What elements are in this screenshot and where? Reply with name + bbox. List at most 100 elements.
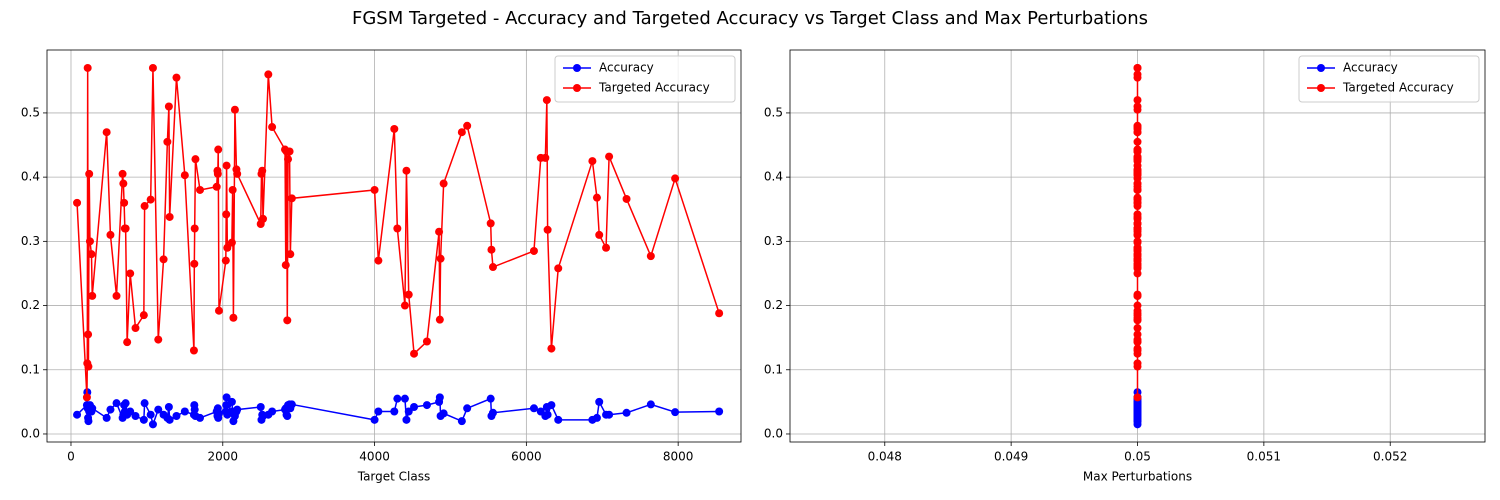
legend: Accuracy Targeted Accuracy — [554, 55, 736, 103]
data-point — [286, 250, 295, 259]
data-point — [370, 415, 379, 424]
data-point — [554, 264, 563, 273]
data-point — [1133, 202, 1142, 211]
data-point — [190, 405, 199, 414]
data-point — [164, 403, 173, 412]
data-point — [463, 404, 472, 413]
data-point — [1133, 174, 1142, 183]
data-point — [1133, 324, 1142, 333]
data-point — [102, 128, 111, 137]
data-point — [602, 243, 611, 252]
data-point — [233, 405, 242, 414]
legend: Accuracy Targeted Accuracy — [1298, 55, 1480, 103]
data-point — [118, 169, 127, 178]
x-tick-label: 0 — [67, 450, 75, 464]
data-point — [85, 169, 94, 178]
data-point — [148, 420, 157, 429]
data-point — [228, 185, 237, 194]
y-tick-label: 0.5 — [764, 105, 783, 119]
data-point — [1133, 185, 1142, 194]
data-point — [439, 179, 448, 188]
data-point — [1133, 128, 1142, 137]
legend-box — [1298, 55, 1480, 103]
data-point — [439, 409, 448, 418]
data-point — [1133, 264, 1142, 273]
y-tick-label: 0.3 — [21, 234, 40, 248]
data-point — [435, 393, 444, 402]
data-point — [287, 194, 296, 203]
data-point — [554, 415, 563, 424]
data-point — [436, 254, 445, 263]
y-tick-label: 0.2 — [764, 298, 783, 312]
data-point — [646, 252, 655, 261]
data-point — [488, 408, 497, 417]
data-point — [159, 255, 168, 264]
data-point — [715, 407, 724, 416]
data-point — [165, 415, 174, 424]
data-point — [374, 407, 383, 416]
data-point — [196, 413, 205, 422]
data-point — [435, 315, 444, 324]
data-point — [214, 306, 223, 315]
data-point — [227, 238, 236, 247]
data-point — [715, 309, 724, 318]
x-tick-label: 0.048 — [868, 450, 902, 464]
y-tick-label: 0.2 — [21, 298, 40, 312]
data-point — [131, 324, 140, 333]
data-point — [400, 394, 409, 403]
series-line — [76, 67, 720, 398]
data-point — [233, 169, 242, 178]
data-point — [268, 407, 277, 416]
data-point — [435, 227, 444, 236]
data-point — [463, 121, 472, 130]
data-point — [268, 123, 277, 132]
legend-marker — [573, 64, 581, 72]
data-point — [164, 102, 173, 111]
data-point — [457, 417, 466, 426]
data-point — [222, 210, 231, 219]
data-point — [73, 410, 82, 419]
y-tick-label: 0.1 — [21, 362, 40, 376]
data-point — [154, 405, 163, 414]
x-tick-label: 8000 — [663, 450, 694, 464]
data-point — [1133, 137, 1142, 146]
data-point — [541, 153, 550, 162]
data-point — [542, 96, 551, 105]
data-point — [221, 256, 230, 265]
data-point — [264, 70, 273, 79]
legend-label: Targeted Accuracy — [598, 81, 710, 95]
data-point — [1133, 63, 1142, 72]
data-point — [1133, 152, 1142, 161]
data-point — [393, 394, 402, 403]
legend-box — [554, 55, 736, 103]
data-point — [165, 212, 174, 221]
data-point — [191, 155, 200, 164]
data-point — [140, 202, 149, 211]
data-point — [487, 245, 496, 254]
data-point — [1133, 70, 1142, 79]
data-point — [227, 397, 236, 406]
data-point — [154, 335, 163, 344]
legend-label: Targeted Accuracy — [1342, 81, 1454, 95]
data-point — [212, 182, 221, 191]
data-point — [486, 394, 495, 403]
data-point — [422, 401, 431, 410]
legend-marker — [1317, 64, 1325, 72]
data-point — [140, 399, 149, 408]
axes: 0 2000 4000 6000 8000 0.0 0.1 0.2 0.3 0.4 0.5 Targe… — [21, 49, 742, 484]
x-tick-label: 4000 — [359, 450, 390, 464]
data-point — [390, 124, 399, 133]
data-point — [256, 403, 265, 412]
data-point — [189, 346, 198, 355]
data-point — [121, 224, 130, 233]
data-point — [119, 179, 128, 188]
y-tick-label: 0.3 — [764, 234, 783, 248]
y-tick-label: 0.0 — [21, 426, 40, 440]
data-point — [400, 301, 409, 310]
x-tick-label: 0.051 — [1247, 450, 1281, 464]
data-point — [146, 195, 155, 204]
data-point — [547, 344, 556, 353]
data-point — [402, 415, 411, 424]
data-point — [287, 400, 296, 409]
data-point — [102, 413, 111, 422]
